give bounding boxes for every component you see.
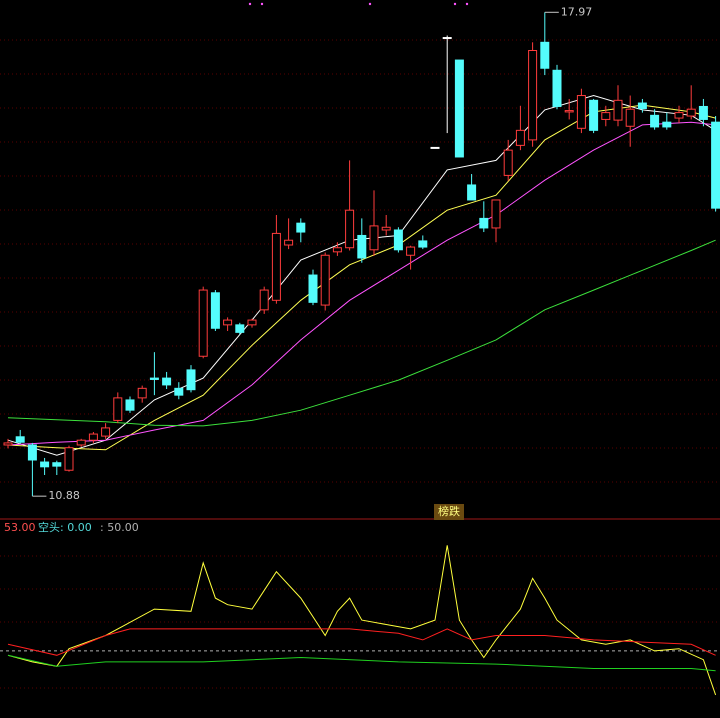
candle-body [101,427,111,437]
candle-body [637,102,647,110]
candle-body [650,114,660,128]
candle-body [454,59,464,158]
marker-dot [260,2,264,6]
candle-body [137,387,147,399]
candle-body [198,289,208,357]
candle-body [564,110,574,113]
marker-dot [453,2,457,6]
candle-body [88,433,98,441]
candle-body [552,69,562,107]
candle-body [589,99,599,131]
line-series [7,239,716,427]
candle-body [76,439,86,446]
candle-body [345,209,355,249]
badge-bg [434,504,464,520]
candle-body [259,289,269,311]
candle-body [576,95,586,129]
line-series [7,121,716,446]
line-series [7,654,716,672]
marker-dot [368,2,372,6]
indicator-label: 空头: 0.00 [38,520,92,534]
candle-body [296,222,306,233]
badge: 榜跌 [438,504,460,518]
candle-body [64,447,74,471]
candle-body [430,146,440,149]
candle-body [210,292,220,329]
candle-body [442,37,452,40]
candle-body [174,387,184,396]
candle-body [515,129,525,146]
candle-body [698,105,708,120]
candle-body [15,436,25,443]
candle-body [381,226,391,231]
candle-body [357,234,367,259]
line-series [7,545,717,696]
candle-body [308,274,318,303]
candle-body [271,232,281,301]
candle-body [393,229,403,251]
candle-body [186,369,196,391]
candle-body [613,99,623,121]
candle-body [320,254,330,306]
candle-body [711,121,720,209]
candle-body [149,377,159,380]
candle-body [479,217,489,229]
candle-body [503,149,513,176]
candle-body [601,112,611,120]
candle-body [662,121,672,128]
candle-body [3,442,13,446]
candle-body [247,319,257,326]
candle-body [625,108,635,127]
candle-body [40,461,50,468]
candle-body [406,246,416,256]
candle-body [332,247,342,253]
candle-body [467,184,477,201]
marker-dot [248,2,252,6]
annotation: 17.97 [561,5,593,18]
candle-body [223,319,233,326]
candle-body [284,239,294,246]
indicator-label: 53.00 [4,521,36,534]
candle-body [418,240,428,248]
candle-body [52,462,62,467]
candle-body [162,377,172,386]
marker-dot [465,2,469,6]
candle-body [491,199,501,229]
annotation: 10.88 [48,489,80,502]
candle-body [235,324,245,333]
candle-body [113,397,123,421]
line-series [7,628,716,656]
candle-body [369,225,379,251]
indicator-label: : 50.00 [100,521,139,534]
candle-body [27,444,37,461]
candle-body [674,112,684,119]
candle-body [540,41,550,69]
candle-body [125,399,135,411]
candle-body [686,108,696,117]
candle-body [528,50,538,141]
